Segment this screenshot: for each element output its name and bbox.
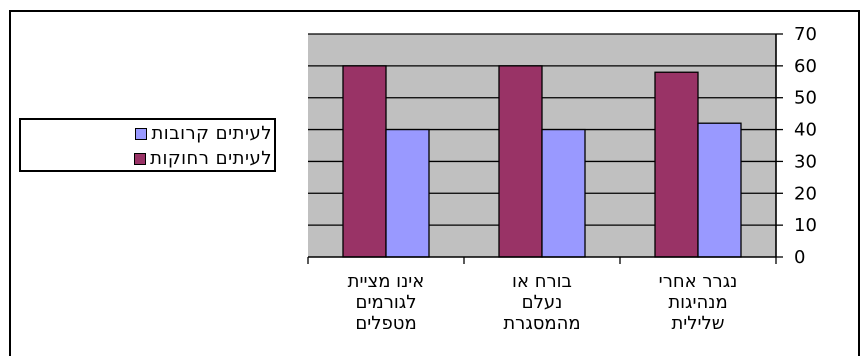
legend: לעיתים קרובות לעיתים רחוקות bbox=[19, 118, 276, 172]
x-category-label: נגרר אחרי מנהיגות שלילית bbox=[623, 271, 773, 334]
bar bbox=[385, 128, 430, 258]
x-category-label-line: מנהיגות bbox=[668, 292, 728, 313]
legend-item-frequent: לעיתים קרובות bbox=[21, 122, 274, 146]
x-category-label-line: מהמסגרת bbox=[503, 313, 581, 334]
x-category-label-line: לגורמים bbox=[355, 292, 417, 313]
legend-swatch-rare bbox=[134, 153, 147, 165]
y-tick-label: 50 bbox=[794, 88, 817, 109]
bar bbox=[697, 122, 742, 258]
y-tick-label: 70 bbox=[794, 24, 817, 45]
x-category-label-line: נגרר אחרי bbox=[658, 271, 738, 292]
x-category-label-line: אינו מציית bbox=[347, 271, 425, 292]
legend-label-frequent: לעיתים קרובות bbox=[151, 123, 272, 144]
bar bbox=[541, 128, 586, 258]
x-category-label-line: מטפלים bbox=[355, 313, 417, 334]
x-category-label-line: בורח או bbox=[512, 271, 572, 292]
bar bbox=[342, 65, 387, 258]
legend-label-rare: לעיתים רחוקות bbox=[150, 148, 272, 169]
chart-frame bbox=[9, 10, 860, 356]
y-tick-label: 40 bbox=[794, 120, 817, 141]
y-tick-label: 10 bbox=[794, 215, 817, 236]
x-category-label-line: שלילית bbox=[671, 313, 725, 334]
legend-swatch-frequent bbox=[135, 128, 148, 140]
y-tick-label: 60 bbox=[794, 56, 817, 77]
x-category-label: בורח או נעלם מהמסגרת bbox=[467, 271, 617, 334]
x-category-label: אינו מציית לגורמים מטפלים bbox=[311, 271, 461, 334]
bar bbox=[498, 65, 543, 258]
y-tick-label: 30 bbox=[794, 151, 817, 172]
y-tick-label: 20 bbox=[794, 183, 817, 204]
y-tick-label: 0 bbox=[794, 247, 805, 268]
legend-item-rare: לעיתים רחוקות bbox=[21, 147, 274, 171]
x-category-label-line: נעלם bbox=[521, 292, 563, 313]
bar bbox=[654, 71, 699, 258]
